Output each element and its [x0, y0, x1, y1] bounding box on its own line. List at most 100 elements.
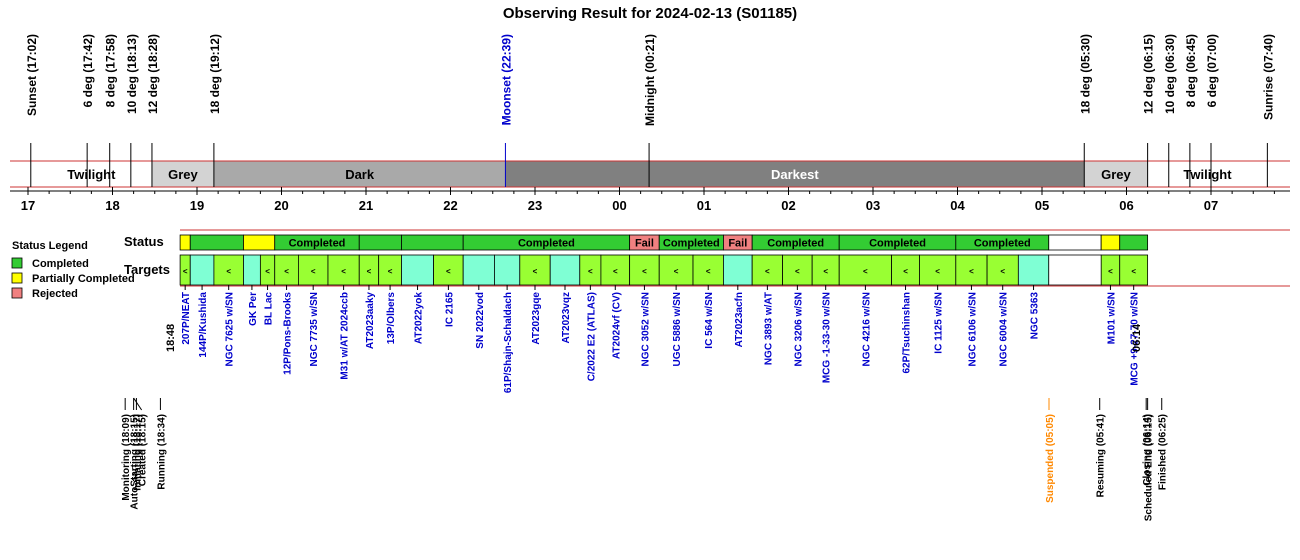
target-block: [519, 254, 551, 286]
target-name-label: NGC 7735 w/SN: [309, 292, 320, 366]
target-marker: <: [969, 267, 974, 276]
state-event-label: Running (18:34): [156, 414, 167, 490]
target-marker: <: [935, 267, 940, 276]
target-marker: <: [388, 267, 393, 276]
sky-event-label: Sunrise (07:40): [1261, 34, 1275, 120]
target-name-label: IC 1125 w/SN: [934, 292, 945, 354]
status-block-label: Completed: [974, 238, 1031, 250]
hour-label: 01: [697, 198, 711, 213]
target-name-label: NGC 5363: [1030, 292, 1041, 340]
sky-event-label: 18 deg (05:30): [1078, 34, 1092, 114]
target-marker: <: [265, 267, 270, 276]
target-block: [189, 254, 215, 286]
target-block: [297, 254, 329, 286]
state-event-label: Finished (06:25): [1158, 414, 1169, 490]
state-event-label: Initiating (18:17): [132, 414, 143, 491]
sky-event-label: 10 deg (18:13): [125, 34, 139, 114]
target-marker: <: [446, 267, 451, 276]
target-name-label: AT2023gqe: [531, 292, 542, 345]
target-name-label: NGC 4216 w/SN: [861, 292, 872, 366]
sky-band: [151, 161, 214, 187]
sky-band: [505, 161, 1085, 187]
legend-swatch: [11, 272, 23, 284]
sky-event-label: 10 deg (06:30): [1163, 34, 1177, 114]
target-name-label: M101 w/SN: [1106, 292, 1117, 344]
sky-event-label: 8 deg (17:58): [104, 34, 118, 107]
target-name-label: NGC 3052 w/SN: [640, 292, 651, 366]
hour-label: 21: [359, 198, 373, 213]
target-name-label: 62P/Tsuchinshan: [902, 292, 913, 374]
target-marker: <: [706, 267, 711, 276]
target-marker: <: [367, 267, 372, 276]
hour-label: 19: [190, 198, 204, 213]
status-row-label: Status: [124, 234, 164, 249]
legend-swatch: [11, 287, 23, 299]
target-block: [658, 254, 694, 286]
sky-band: [1084, 161, 1148, 187]
status-block-label: Completed: [663, 238, 720, 250]
target-name-label: NGC 7625 w/SN: [225, 292, 236, 366]
target-block: [919, 254, 957, 286]
status-block-label: Completed: [869, 238, 926, 250]
status-block: [179, 234, 191, 251]
hour-label: 17: [21, 198, 35, 213]
hour-label: 23: [528, 198, 542, 213]
status-block: [1100, 234, 1121, 251]
sky-band: [213, 161, 506, 187]
sky-band-label: Twilight: [67, 167, 116, 182]
sky-event-label: Midnight (00:21): [643, 34, 657, 126]
target-block: [401, 254, 434, 286]
status-block: [401, 234, 464, 251]
target-block: [1017, 254, 1050, 286]
hour-label: 04: [950, 198, 965, 213]
target-name-label: AT2023vqz: [561, 292, 572, 344]
status-block-label: Completed: [289, 238, 346, 250]
target-block: [986, 254, 1019, 286]
sky-band: [1147, 161, 1268, 187]
target-marker: <: [284, 267, 289, 276]
status-block-label: Fail: [635, 238, 654, 250]
target-name-label: BL Lac: [264, 292, 275, 326]
target-marker: <: [183, 267, 188, 276]
target-marker: <: [311, 267, 316, 276]
target-marker: <: [823, 267, 828, 276]
suspended-gap-block: [1048, 254, 1102, 286]
targets-row-label: Targets: [124, 262, 170, 277]
status-block-label: Fail: [728, 238, 747, 250]
target-marker: <: [674, 267, 679, 276]
target-name-label: IC 564 w/SN: [704, 292, 715, 349]
target-block: [213, 254, 244, 286]
target-marker: <: [533, 267, 538, 276]
target-marker: <: [226, 267, 231, 276]
sky-band-label: Grey: [1101, 167, 1131, 182]
hour-label: 22: [443, 198, 457, 213]
sky-band-label: Twilight: [1183, 167, 1232, 182]
target-marker: <: [1108, 267, 1113, 276]
target-marker: <: [903, 267, 908, 276]
target-block: [549, 254, 581, 286]
status-block-label: Completed: [767, 238, 824, 250]
state-event-label: Scheduled End (06:15): [1144, 414, 1155, 521]
state-event-tick: [133, 397, 143, 411]
target-name-label: MCG -1-33-30 w/SN: [822, 292, 833, 383]
state-event-label: Created (18:15): [138, 414, 149, 486]
status-block: [1119, 234, 1149, 251]
legend-label: Rejected: [32, 288, 78, 300]
target-name-label: AT2023acfn: [734, 292, 745, 347]
status-block: [1048, 234, 1102, 251]
status-block-label: Completed: [518, 238, 575, 250]
target-name-label: SN 2022vod: [475, 292, 486, 349]
target-name-label: 13P/Olbers: [386, 292, 397, 345]
target-name-label: NGC 6004 w/SN: [999, 292, 1010, 366]
target-name-label: NGC 3893 w/AT: [763, 292, 774, 365]
hour-label: 18: [105, 198, 119, 213]
hour-label: 06: [1119, 198, 1133, 213]
hour-label: 00: [612, 198, 626, 213]
target-marker: <: [1131, 267, 1136, 276]
target-marker: <: [642, 267, 647, 276]
sky-event-label: 12 deg (06:15): [1142, 34, 1156, 114]
target-name-label: AT2023aaky: [365, 292, 376, 350]
state-event-label: Suspended (05:05): [1045, 414, 1056, 503]
sky-band-label: Darkest: [771, 167, 819, 182]
